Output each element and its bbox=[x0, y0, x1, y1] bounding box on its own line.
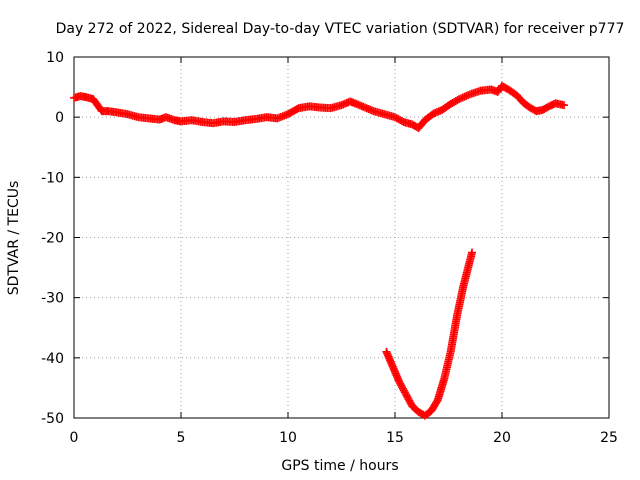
x-tick-labels: 0 5 10 15 20 25 bbox=[70, 430, 618, 446]
x-tick-label: 0 bbox=[70, 430, 79, 446]
data-point bbox=[460, 92, 469, 101]
y-axis-label: SDTVAR / TECUs bbox=[6, 181, 22, 296]
x-tick-label: 15 bbox=[386, 430, 404, 446]
y-tick-label: -20 bbox=[41, 231, 64, 247]
x-tick-label: 10 bbox=[279, 430, 297, 446]
data-point bbox=[456, 94, 465, 103]
data-point bbox=[560, 101, 569, 110]
y-tick-label: -30 bbox=[41, 291, 64, 307]
y-tick-label: -50 bbox=[41, 411, 64, 427]
data-point bbox=[458, 93, 467, 102]
data-point bbox=[453, 96, 462, 105]
chart-title: Day 272 of 2022, Sidereal Day-to-day VTE… bbox=[56, 21, 625, 37]
x-tick-label: 25 bbox=[600, 430, 618, 446]
x-tick-label: 5 bbox=[177, 430, 186, 446]
x-tick-label: 20 bbox=[493, 430, 511, 446]
y-tick-labels: 10 0 -10 -20 -30 -40 -50 bbox=[41, 50, 64, 427]
data-point bbox=[464, 91, 473, 100]
data-point bbox=[462, 91, 471, 100]
x-axis-label: GPS time / hours bbox=[281, 458, 398, 474]
axis-ticks bbox=[73, 56, 610, 419]
y-tick-label: 10 bbox=[46, 50, 64, 66]
data-point bbox=[455, 95, 464, 104]
data-point bbox=[468, 248, 477, 257]
y-tick-label: -10 bbox=[41, 170, 64, 186]
gridlines bbox=[74, 57, 609, 418]
y-tick-label: -40 bbox=[41, 351, 64, 367]
y-tick-label: 0 bbox=[55, 110, 64, 126]
data-points bbox=[70, 81, 569, 420]
